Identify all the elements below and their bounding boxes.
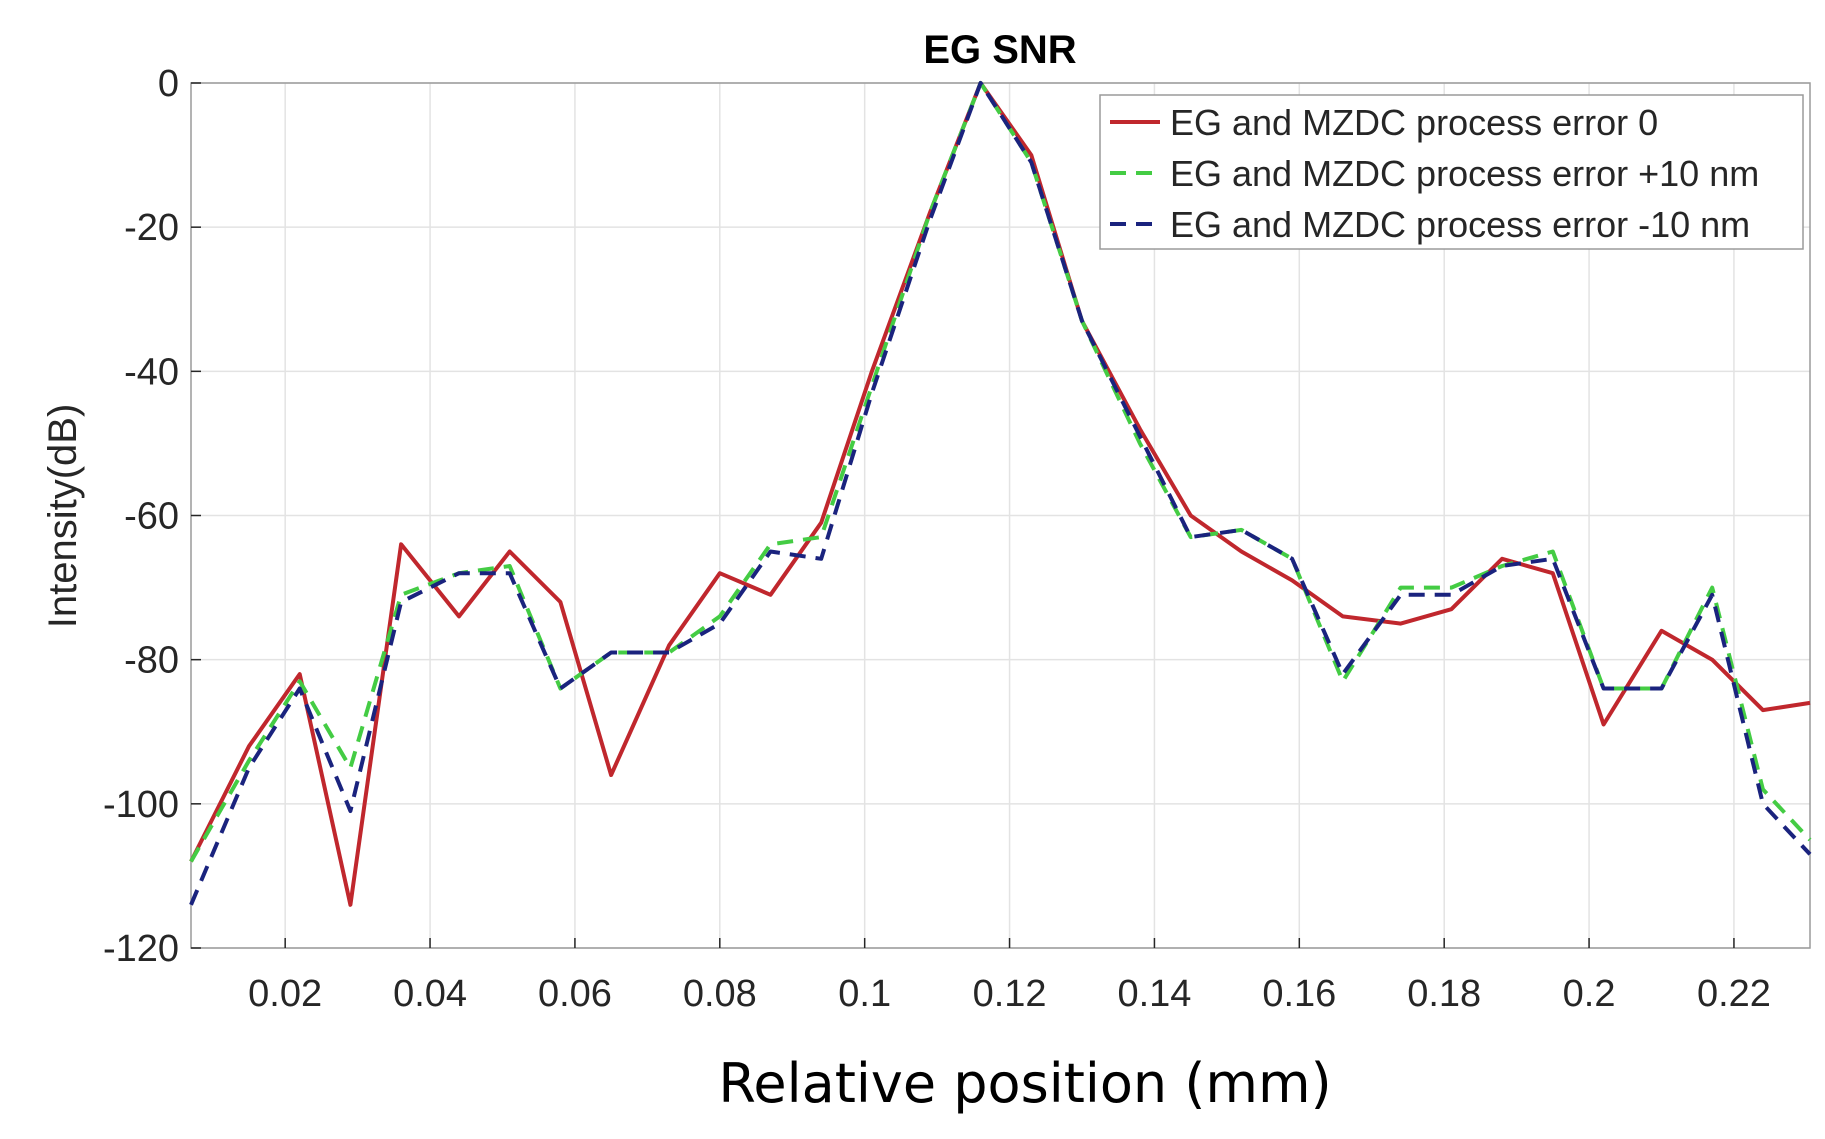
y-tick-label: -80 <box>124 640 179 682</box>
legend-box <box>1099 94 1804 250</box>
tick-layer: 0.02 0.04 0.06 0.08 0.1 0.12 0.14 0.16 0.18 0.2 0.… <box>103 63 1771 1015</box>
y-tick-label: -40 <box>124 351 179 393</box>
x-tick-label: 0.2 <box>1563 973 1616 1015</box>
series-layer <box>189 81 1812 907</box>
y-tick-label: -100 <box>103 784 179 826</box>
chart-title: EG SNR <box>923 28 1076 72</box>
y-tick-label: 0 <box>158 63 179 105</box>
y-tick-label: -20 <box>124 207 179 249</box>
x-tick-label: 0.16 <box>1262 973 1336 1015</box>
legend-label-1: EG and MZDC process error +10 nm <box>1170 153 1759 194</box>
x-tick-label: 0.02 <box>248 973 322 1015</box>
x-tick-label: 0.08 <box>683 973 757 1015</box>
x-tick-label: 0.18 <box>1407 973 1481 1015</box>
y-axis-label: Intensity(dB) <box>41 404 85 629</box>
x-tick-label: 0.22 <box>1697 973 1771 1015</box>
x-tick-label: 0.1 <box>838 973 891 1015</box>
x-tick-label: 0.04 <box>393 973 467 1015</box>
legend: EG and MZDC process error 0 EG and MZDC p… <box>1099 94 1804 250</box>
series-line-2 <box>189 81 1812 906</box>
legend-entries: EG and MZDC process error 0 EG and MZDC p… <box>1110 102 1759 245</box>
x-axis-label: Relative position (mm) <box>718 1052 1331 1115</box>
x-tick-label: 0.14 <box>1117 973 1191 1015</box>
y-tick-label: -120 <box>103 928 179 970</box>
y-tick-label: -60 <box>124 496 179 538</box>
legend-label-2: EG and MZDC process error -10 nm <box>1170 204 1750 245</box>
x-tick-label: 0.06 <box>538 973 612 1015</box>
legend-label-0: EG and MZDC process error 0 <box>1170 102 1658 143</box>
x-tick-label: 0.12 <box>973 973 1047 1015</box>
